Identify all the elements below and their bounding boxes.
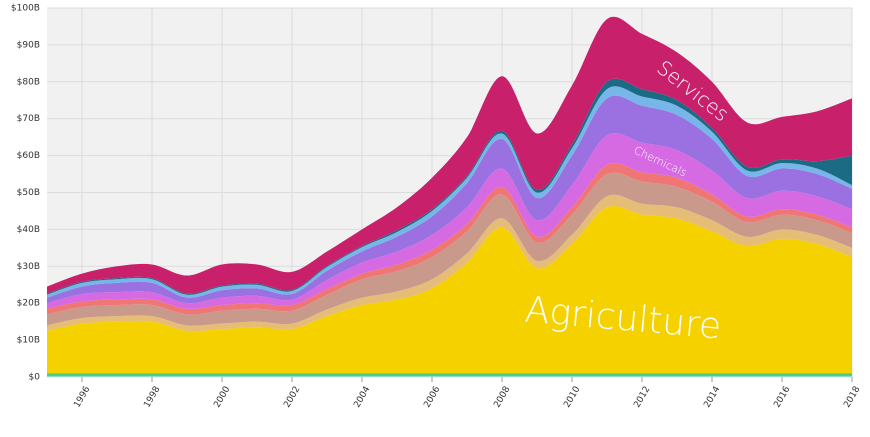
y-tick-label: $80B <box>17 77 40 87</box>
y-tick-label: $40B <box>17 225 40 235</box>
area <box>47 163 852 315</box>
area <box>47 373 852 376</box>
y-tick-label: $30B <box>17 262 40 272</box>
x-tick-label: 2008 <box>492 385 512 410</box>
y-tick-label: $0 <box>29 373 41 383</box>
x-tick-label: 1996 <box>72 385 92 410</box>
y-tick-label: $50B <box>17 188 40 198</box>
area <box>47 375 852 377</box>
y-tick-label: $100B <box>11 4 40 14</box>
x-tick-label: 2000 <box>212 385 232 410</box>
x-tick-label: 2004 <box>352 385 372 410</box>
y-tick-label: $10B <box>17 336 40 346</box>
x-tick-label: 1998 <box>142 385 162 410</box>
y-tick-label: $60B <box>17 151 40 161</box>
x-tick-label: 2016 <box>772 385 792 410</box>
area <box>47 172 852 326</box>
x-tick-label: 2014 <box>702 385 722 410</box>
y-tick-label: $70B <box>17 114 40 124</box>
x-tick-label: 2010 <box>562 385 582 410</box>
x-tick-label: 2012 <box>632 385 652 410</box>
area <box>47 205 852 374</box>
x-tick-label: 2002 <box>282 385 302 410</box>
area <box>47 95 852 304</box>
x-tick-label: 2006 <box>422 385 442 410</box>
y-tick-label: $20B <box>17 299 40 309</box>
area <box>47 194 852 332</box>
y-tick-label: $90B <box>17 40 40 50</box>
x-tick-label: 2018 <box>842 385 862 410</box>
area <box>47 16 852 294</box>
